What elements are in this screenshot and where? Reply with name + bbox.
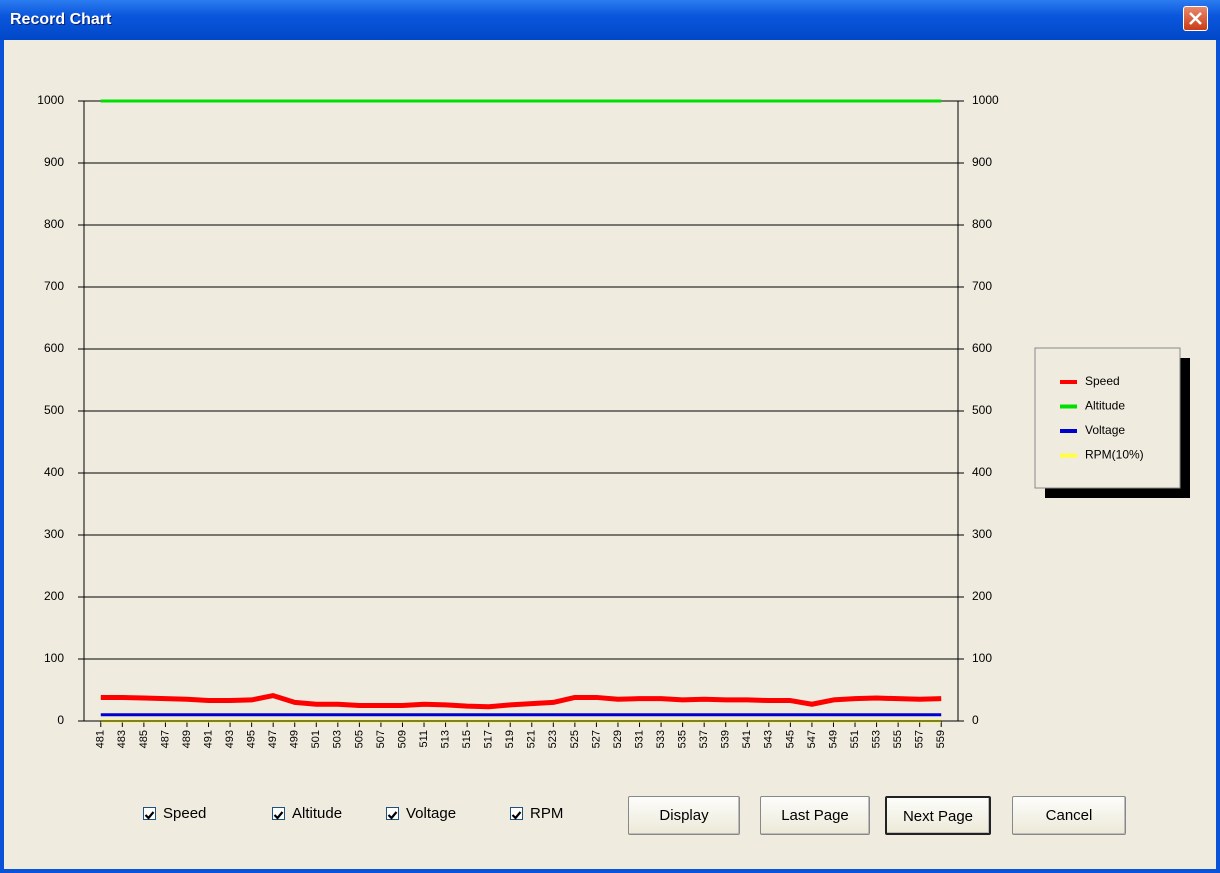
x-tick-label: 507 — [375, 730, 387, 748]
x-tick-label: 529 — [612, 730, 624, 748]
checkbox-label: Voltage — [406, 805, 457, 822]
x-tick-label: 557 — [914, 730, 926, 748]
x-tick-label: 545 — [784, 730, 796, 748]
y-tick-label: 500 — [44, 403, 64, 417]
x-tick-label: 489 — [181, 730, 193, 748]
y2-tick-label: 200 — [972, 589, 992, 603]
x-tick-label: 513 — [439, 730, 451, 748]
y2-tick-label: 600 — [972, 341, 992, 355]
x-tick-label: 541 — [741, 730, 753, 748]
checkbox-box — [143, 807, 156, 820]
x-tick-label: 519 — [504, 730, 516, 748]
x-tick-label: 547 — [806, 730, 818, 748]
button[interactable]: Last Page — [760, 796, 870, 835]
x-tick-label: 533 — [655, 730, 667, 748]
checkbox-label: Speed — [163, 805, 207, 822]
y2-tick-label: 300 — [972, 527, 992, 541]
button[interactable]: Display — [628, 796, 740, 835]
y-tick-label: 0 — [57, 713, 64, 727]
y-tick-label: 100 — [44, 651, 64, 665]
x-tick-label: 509 — [396, 730, 408, 748]
y2-tick-label: 700 — [972, 279, 992, 293]
checkbox-box — [386, 807, 399, 820]
x-tick-label: 517 — [483, 730, 495, 748]
checkmark — [273, 811, 284, 820]
x-tick-label: 495 — [246, 730, 258, 748]
x-tick-label: 535 — [677, 730, 689, 748]
checkmark — [511, 811, 522, 820]
y-tick-label: 700 — [44, 279, 64, 293]
x-tick-label: 527 — [590, 730, 602, 748]
checkmark — [144, 811, 155, 820]
checkbox-box — [510, 807, 523, 820]
x-tick-label: 499 — [289, 730, 301, 748]
y2-tick-label: 500 — [972, 403, 992, 417]
checkbox-label: RPM — [530, 805, 564, 822]
x-tick-label: 497 — [267, 730, 279, 748]
legend-label: Speed — [1085, 374, 1120, 388]
y-tick-label: 200 — [44, 589, 64, 603]
dialog-body — [4, 40, 1216, 869]
x-tick-label: 481 — [95, 730, 107, 748]
checkbox-label: Altitude — [292, 805, 343, 822]
close-button[interactable] — [1183, 6, 1208, 31]
y-tick-label: 600 — [44, 341, 64, 355]
x-tick-label: 505 — [353, 730, 365, 748]
x-tick-label: 491 — [202, 730, 214, 748]
x-tick-label: 485 — [138, 730, 150, 748]
checkmark — [387, 811, 398, 820]
x-tick-label: 537 — [698, 730, 710, 748]
y2-tick-label: 1000 — [972, 93, 999, 107]
x-tick-label: 503 — [332, 730, 344, 748]
x-tick-label: 553 — [870, 730, 882, 748]
x-tick-label: 487 — [159, 730, 171, 748]
button[interactable]: Cancel — [1012, 796, 1126, 835]
legend-label: Altitude — [1085, 399, 1125, 413]
x-tick-label: 515 — [461, 730, 473, 748]
x-tick-label: 483 — [116, 730, 128, 748]
button[interactable]: Next Page — [885, 796, 991, 835]
y-tick-label: 1000 — [37, 93, 64, 107]
x-tick-label: 501 — [310, 730, 322, 748]
x-tick-label: 549 — [827, 730, 839, 748]
checkbox-box — [272, 807, 285, 820]
x-tick-label: 555 — [892, 730, 904, 748]
y-tick-label: 400 — [44, 465, 64, 479]
x-tick-label: 551 — [849, 730, 861, 748]
legend-label: Voltage — [1085, 423, 1125, 437]
y2-tick-label: 400 — [972, 465, 992, 479]
y2-tick-label: 100 — [972, 651, 992, 665]
x-tick-label: 539 — [720, 730, 732, 748]
y-tick-label: 900 — [44, 155, 64, 169]
x-tick-label: 531 — [633, 730, 645, 748]
x-tick-label: 559 — [935, 730, 947, 748]
window-title: Record Chart — [10, 11, 112, 28]
x-tick-label: 523 — [547, 730, 559, 748]
legend-box — [1034, 347, 1181, 489]
title-bar: Record Chart — [0, 0, 1220, 40]
y2-tick-label: 0 — [972, 713, 979, 727]
x-tick-label: 543 — [763, 730, 775, 748]
y-tick-label: 800 — [44, 217, 64, 231]
x-tick-label: 521 — [526, 730, 538, 748]
series-line — [100, 693, 942, 710]
y2-tick-label: 800 — [972, 217, 992, 231]
legend-label: RPM(10%) — [1085, 448, 1144, 462]
y-tick-label: 300 — [44, 527, 64, 541]
x-tick-label: 511 — [418, 730, 430, 748]
x-tick-label: 493 — [224, 730, 236, 748]
close-icon — [1189, 12, 1202, 25]
x-tick-label: 525 — [569, 730, 581, 748]
y2-tick-label: 900 — [972, 155, 992, 169]
